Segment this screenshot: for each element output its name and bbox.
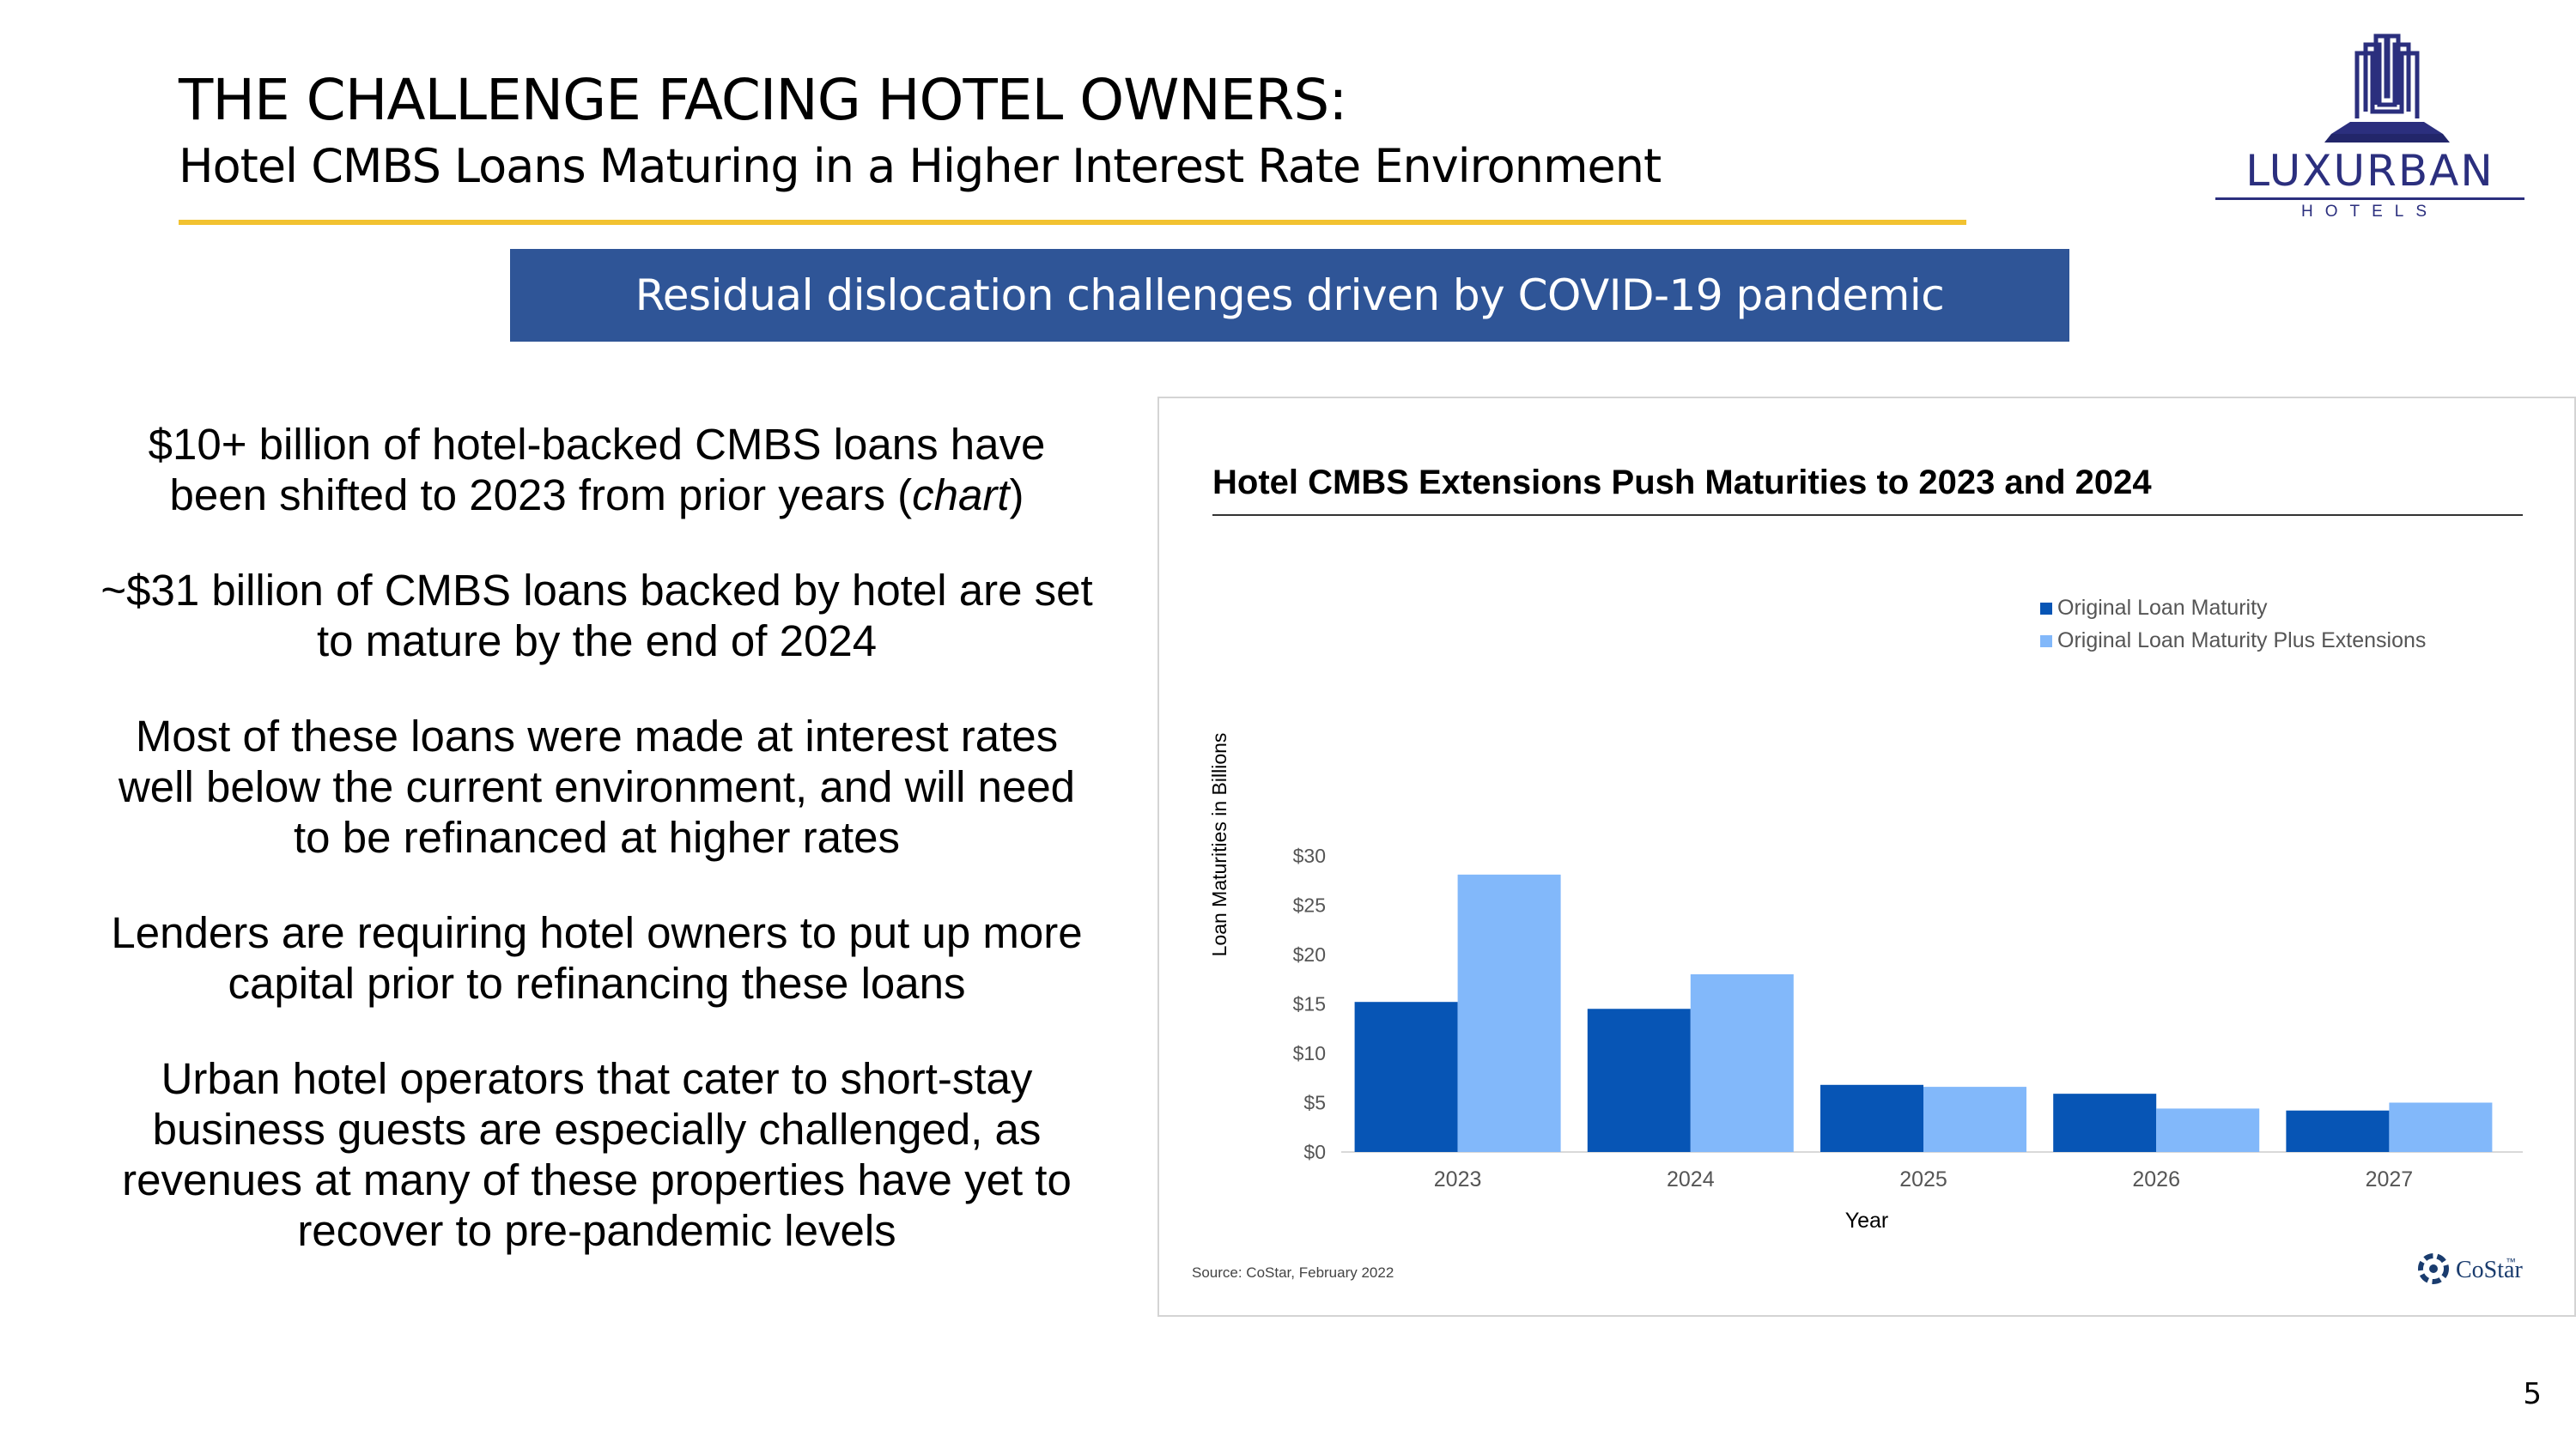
- bullet-text-end: ): [1009, 470, 1024, 519]
- bullet-text: Most of these loans were made at interes…: [118, 712, 1076, 862]
- bullet-text: ~$31 billion of CMBS loans backed by hot…: [100, 566, 1093, 665]
- bar-2025-extensions: [1923, 1087, 2026, 1152]
- bar-2025-original: [1820, 1084, 1923, 1152]
- slide-subtitle: Hotel CMBS Loans Maturing in a Higher In…: [179, 139, 1662, 193]
- bullet-list: $10+ billion of hotel-backed CMBS loans …: [94, 419, 1099, 1300]
- bar-chart: Hotel CMBS Extensions Push Maturities to…: [1192, 464, 2523, 1284]
- costar-trademark: ™: [2506, 1256, 2516, 1268]
- y-tick-label: $20: [1293, 943, 1326, 966]
- y-tick-label: $10: [1293, 1042, 1326, 1064]
- slide-title: THE CHALLENGE FACING HOTEL OWNERS:: [179, 67, 1347, 133]
- x-tick-label: 2026: [2132, 1167, 2180, 1191]
- legend-entry: Original Loan Maturity: [2057, 596, 2268, 620]
- bar-2027-original: [2286, 1110, 2390, 1152]
- bullet-item: ~$31 billion of CMBS loans backed by hot…: [94, 565, 1099, 666]
- title-underline: [179, 220, 1966, 225]
- costar-logo: CoStar ™: [2418, 1253, 2523, 1284]
- logo-tagline: HOTELS: [2300, 203, 2439, 221]
- bullet-text: Lenders are requiring hotel owners to pu…: [111, 908, 1083, 1008]
- luxurban-logo: LUXURBAN HOTELS: [2207, 33, 2533, 230]
- y-tick-label: $25: [1293, 894, 1326, 917]
- bar-2026-extensions: [2156, 1108, 2260, 1152]
- bar-2026-original: [2053, 1094, 2157, 1152]
- bar-2024-extensions: [1690, 974, 1794, 1152]
- x-tick-label: 2025: [1899, 1167, 1947, 1191]
- legend-entry: Original Loan Maturity Plus Extensions: [2057, 628, 2426, 652]
- x-axis-label: Year: [1845, 1209, 1889, 1233]
- plot-area: $0 $5 $10 $15 $20 $25 $30 2023 2024 2025 2026 2027 O…: [1293, 596, 2523, 1191]
- x-tick-label: 2027: [2366, 1167, 2414, 1191]
- bullet-text: Urban hotel operators that cater to shor…: [122, 1054, 1072, 1255]
- covid-banner: Residual dislocation challenges driven b…: [510, 249, 2069, 342]
- x-tick-label: 2024: [1667, 1167, 1715, 1191]
- legend-swatch: [2040, 635, 2052, 647]
- logo-divider: [2215, 197, 2524, 200]
- y-tick-label: $5: [1303, 1092, 1326, 1114]
- x-tick-label: 2023: [1434, 1167, 1482, 1191]
- y-tick-label: $30: [1293, 845, 1326, 867]
- legend-swatch: [2040, 603, 2052, 615]
- bar-2023-extensions: [1457, 874, 1561, 1152]
- luxurban-building-icon: [2324, 33, 2450, 142]
- chart-source: Source: CoStar, February 2022: [1192, 1264, 1394, 1281]
- y-tick-label: $0: [1303, 1141, 1326, 1163]
- page-number: 5: [2523, 1377, 2542, 1411]
- bar-2023-original: [1354, 1002, 1458, 1152]
- y-tick-label: $15: [1293, 993, 1326, 1016]
- bullet-item: Lenders are requiring hotel owners to pu…: [94, 907, 1099, 1009]
- y-axis-label: Loan Maturities in Billions: [1208, 733, 1230, 957]
- costar-wordmark: CoStar: [2456, 1257, 2523, 1283]
- bullet-emphasis: chart: [912, 470, 1010, 519]
- bullet-item: Most of these loans were made at interes…: [94, 711, 1099, 863]
- chart-panel: Hotel CMBS Extensions Push Maturities to…: [1157, 397, 2576, 1317]
- bar-2024-original: [1587, 1009, 1691, 1152]
- costar-star-icon: [2418, 1253, 2449, 1284]
- bullet-text: $10+ billion of hotel-backed CMBS loans …: [148, 420, 1046, 519]
- bullet-item: $10+ billion of hotel-backed CMBS loans …: [94, 419, 1099, 520]
- chart-title: Hotel CMBS Extensions Push Maturities to…: [1212, 464, 2152, 501]
- banner-text: Residual dislocation challenges driven b…: [635, 270, 1945, 320]
- bullet-item: Urban hotel operators that cater to shor…: [94, 1053, 1099, 1256]
- logo-wordmark: LUXURBAN: [2245, 146, 2494, 196]
- bar-2027-extensions: [2389, 1102, 2493, 1152]
